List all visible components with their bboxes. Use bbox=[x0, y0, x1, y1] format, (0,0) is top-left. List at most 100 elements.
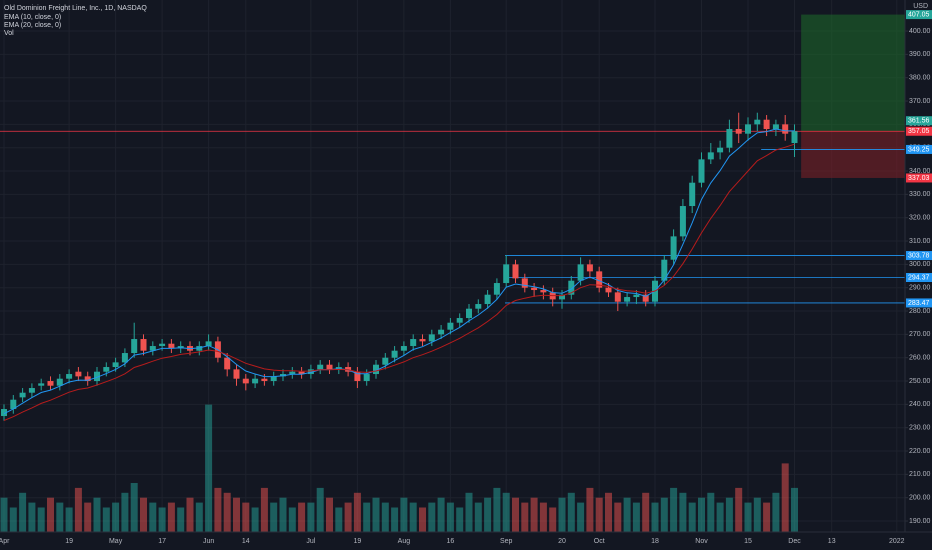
volume-bar bbox=[65, 507, 73, 532]
y-tick-label: 240.00 bbox=[909, 401, 931, 408]
volume-bar bbox=[205, 404, 213, 532]
candle-body bbox=[661, 259, 668, 281]
indicator-label: EMA (20, close, 0) bbox=[4, 22, 61, 29]
volume-bar bbox=[251, 507, 259, 532]
candle-body bbox=[670, 236, 677, 260]
volume-bar bbox=[512, 497, 519, 532]
volume-bar bbox=[242, 502, 250, 532]
volume-bar bbox=[437, 497, 445, 532]
volume-bar bbox=[298, 502, 306, 532]
volume-bar bbox=[47, 497, 54, 532]
volume-bar bbox=[530, 497, 538, 532]
volume-bar bbox=[307, 502, 315, 532]
candle-body bbox=[484, 294, 491, 305]
price-tag-label: 361.56 bbox=[908, 118, 930, 125]
volume-bar bbox=[102, 507, 110, 532]
candle-body bbox=[717, 147, 724, 153]
volume-bar bbox=[558, 497, 566, 532]
candle-body bbox=[726, 129, 733, 148]
volume-bar bbox=[344, 502, 352, 532]
x-tick-label: 18 bbox=[651, 538, 659, 545]
volume-bar bbox=[428, 502, 436, 532]
volume-bar bbox=[698, 497, 705, 532]
candle-body bbox=[521, 278, 528, 288]
volume-bar bbox=[316, 487, 324, 532]
y-tick-label: 330.00 bbox=[909, 191, 931, 198]
volume-bar bbox=[233, 497, 240, 532]
y-tick-label: 270.00 bbox=[909, 331, 931, 338]
candle-body bbox=[466, 308, 472, 319]
candle-body bbox=[735, 129, 742, 134]
volume-bar bbox=[167, 502, 175, 532]
volume-bar bbox=[214, 487, 222, 532]
volume-bar bbox=[84, 502, 92, 532]
volume-bar bbox=[223, 492, 231, 532]
volume-bar bbox=[177, 507, 185, 532]
volume-bar bbox=[679, 492, 687, 532]
candle-body bbox=[586, 264, 593, 272]
volume-bar bbox=[632, 502, 640, 532]
candle-body bbox=[382, 357, 389, 365]
y-tick-label: 320.00 bbox=[909, 215, 931, 222]
candle-body bbox=[707, 152, 714, 160]
volume-bar bbox=[474, 502, 482, 532]
candle-body bbox=[568, 280, 575, 295]
candle-body bbox=[596, 271, 603, 288]
candle-body bbox=[38, 383, 45, 386]
volume-bar bbox=[660, 497, 668, 532]
candle-body bbox=[782, 124, 789, 134]
candle-body bbox=[140, 339, 147, 351]
x-tick-label: 19 bbox=[354, 538, 362, 545]
candle-body bbox=[438, 329, 445, 335]
volume-bar bbox=[186, 497, 194, 532]
candle-body bbox=[605, 287, 612, 293]
volume-bar bbox=[614, 502, 622, 532]
candle-body bbox=[772, 124, 779, 130]
volume-bar bbox=[56, 502, 64, 532]
candle-body bbox=[745, 124, 751, 134]
candle-body bbox=[559, 294, 565, 300]
volume-bar bbox=[725, 497, 733, 532]
volume-bar bbox=[37, 507, 45, 532]
x-tick-label: 2022 bbox=[889, 538, 905, 545]
price-tag bbox=[906, 173, 932, 183]
price-tag-label: 283.47 bbox=[908, 300, 930, 307]
volume-bar bbox=[279, 497, 287, 532]
x-tick-label: Nov bbox=[695, 538, 708, 545]
candle-body bbox=[121, 353, 128, 363]
volume-bar bbox=[9, 507, 17, 532]
volume-bar bbox=[372, 497, 380, 532]
price-tag bbox=[906, 298, 932, 308]
volume-bar bbox=[363, 502, 371, 532]
candle-body bbox=[28, 388, 35, 393]
target-zone bbox=[801, 14, 905, 132]
y-tick-label: 220.00 bbox=[909, 448, 931, 455]
candle-body bbox=[307, 369, 314, 375]
price-tag-label: 407.05 bbox=[908, 11, 930, 18]
y-tick-label: 310.00 bbox=[909, 238, 931, 245]
candle-body bbox=[614, 292, 621, 302]
candle-body bbox=[391, 350, 398, 358]
volume-bar bbox=[400, 497, 408, 532]
candle-body bbox=[577, 264, 584, 281]
x-tick-label: 14 bbox=[242, 538, 250, 545]
candle-body bbox=[205, 341, 212, 347]
candle-body bbox=[261, 378, 268, 382]
volume-bar bbox=[74, 487, 82, 532]
candle-body bbox=[94, 371, 100, 382]
candle-body bbox=[159, 343, 166, 347]
volume-bar bbox=[688, 502, 696, 532]
volume-bar bbox=[493, 487, 501, 532]
candle-body bbox=[56, 378, 63, 386]
price-tag bbox=[906, 251, 932, 261]
candle-body bbox=[456, 318, 463, 323]
volume-bar bbox=[409, 502, 417, 532]
y-tick-label: 190.00 bbox=[909, 518, 931, 525]
ema-line bbox=[3, 143, 795, 421]
candle-body bbox=[540, 290, 547, 293]
volume-bar bbox=[549, 507, 557, 532]
volume-bar bbox=[140, 497, 147, 532]
volume-bar bbox=[326, 497, 333, 532]
volume-bar bbox=[539, 502, 547, 532]
x-tick-label: 20 bbox=[558, 538, 566, 545]
